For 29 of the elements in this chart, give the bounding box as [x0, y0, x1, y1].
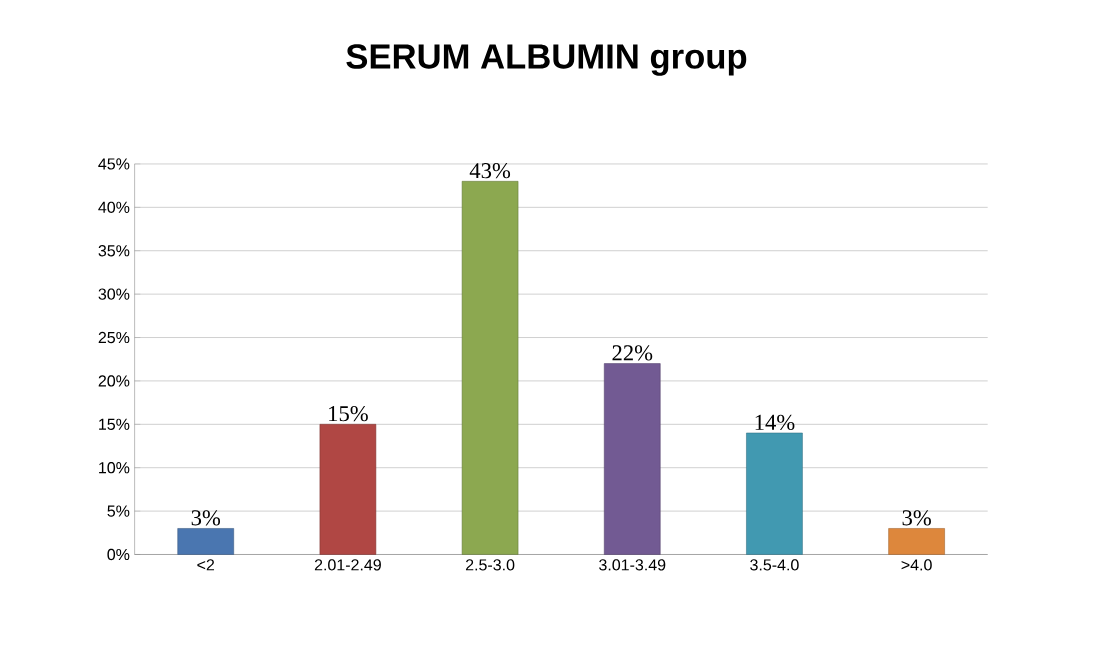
- bar: [177, 527, 234, 555]
- bar: [888, 527, 945, 555]
- chart-title: SERUM ALBUMIN group: [346, 43, 747, 76]
- y-tick-label: 0%: [107, 548, 130, 560]
- y-tick-label: 45%: [98, 158, 130, 170]
- y-tick-label: 10%: [99, 461, 130, 474]
- y-tick-label: 25%: [98, 331, 130, 343]
- bar: [603, 363, 661, 555]
- bar: [319, 423, 377, 555]
- x-tick-label: >4.0: [901, 558, 932, 571]
- x-tick-label: <2: [197, 558, 215, 571]
- x-tick-label: 2.5-3.0: [465, 558, 515, 571]
- x-tick-label: 3.5-4.0: [750, 558, 799, 571]
- bar: [746, 432, 803, 555]
- bar: [461, 180, 519, 555]
- data-label: 14%: [755, 414, 795, 430]
- y-tick-label: 35%: [98, 244, 130, 257]
- y-tick-label: 15%: [99, 418, 130, 430]
- y-tick-label: 40%: [98, 201, 130, 213]
- data-label: 15%: [329, 405, 368, 422]
- x-tick-label: 2.01-2.49: [314, 558, 381, 571]
- y-tick-label: 30%: [98, 288, 130, 300]
- data-label: 43%: [469, 162, 511, 179]
- x-tick-label: 3.01-3.49: [599, 558, 666, 571]
- y-tick-label: 5%: [107, 505, 130, 517]
- data-label: 3%: [902, 509, 931, 526]
- data-label: 3%: [191, 509, 221, 526]
- y-tick-label: 20%: [98, 375, 130, 387]
- data-label: 22%: [612, 345, 653, 361]
